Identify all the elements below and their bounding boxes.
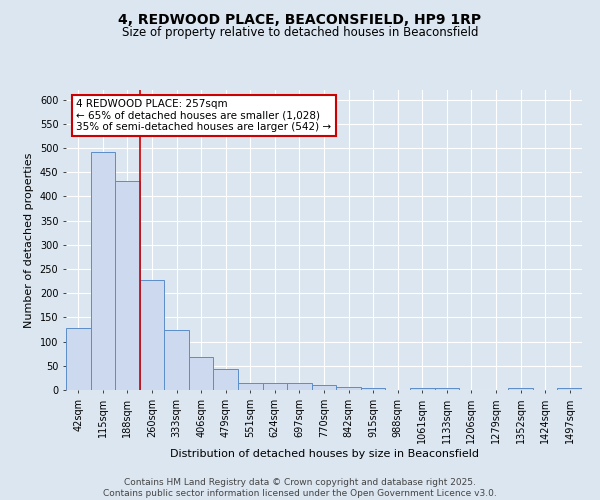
Bar [164,330,189,390]
Bar [115,181,140,390]
Bar [214,368,238,390]
Bar [336,387,361,390]
Bar [140,280,164,390]
Bar [263,382,287,390]
Bar [557,388,582,390]
Bar [91,152,115,390]
Bar [66,328,91,390]
Y-axis label: Number of detached properties: Number of detached properties [24,152,34,328]
Text: Contains HM Land Registry data © Crown copyright and database right 2025.
Contai: Contains HM Land Registry data © Crown c… [103,478,497,498]
Bar [189,357,214,390]
Text: 4, REDWOOD PLACE, BEACONSFIELD, HP9 1RP: 4, REDWOOD PLACE, BEACONSFIELD, HP9 1RP [118,12,482,26]
Bar [434,388,459,390]
Bar [312,384,336,390]
X-axis label: Distribution of detached houses by size in Beaconsfield: Distribution of detached houses by size … [170,448,479,458]
Text: Size of property relative to detached houses in Beaconsfield: Size of property relative to detached ho… [122,26,478,39]
Bar [361,388,385,390]
Bar [410,388,434,390]
Text: 4 REDWOOD PLACE: 257sqm
← 65% of detached houses are smaller (1,028)
35% of semi: 4 REDWOOD PLACE: 257sqm ← 65% of detache… [76,99,331,132]
Bar [238,382,263,390]
Bar [287,382,312,390]
Bar [508,388,533,390]
